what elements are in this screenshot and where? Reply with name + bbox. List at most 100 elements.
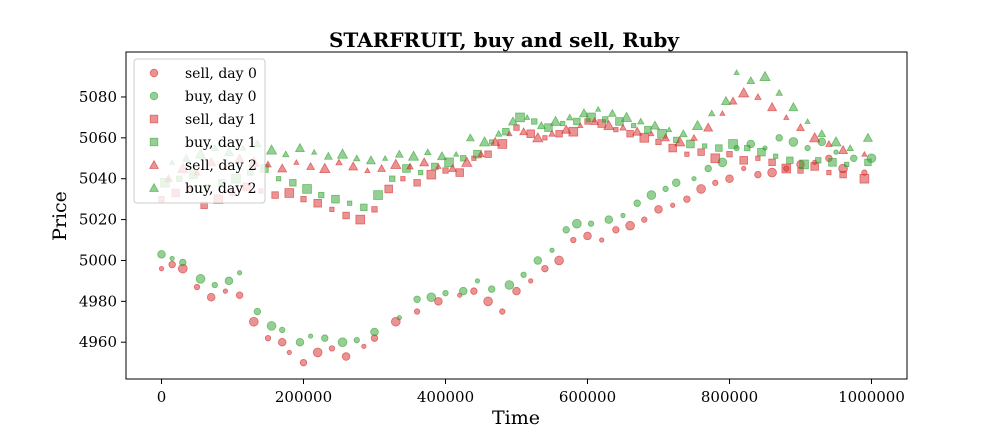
data-point-sell-square <box>810 162 819 171</box>
data-point-buy-circle <box>413 295 421 303</box>
data-point-sell-triangle <box>603 119 615 131</box>
data-point-sell-triangle <box>590 116 600 125</box>
y-tick-label: 5000 <box>79 251 117 269</box>
data-point-buy-square <box>702 143 708 149</box>
data-point-buy-circle <box>169 255 175 262</box>
data-point-sell-triangle <box>719 109 726 116</box>
data-point-sell-circle <box>277 337 287 347</box>
data-point-buy-triangle <box>862 132 874 142</box>
data-point-buy-square <box>373 190 383 200</box>
data-point-sell-triangle <box>335 158 343 166</box>
data-point-sell-triangle <box>277 163 288 173</box>
data-point-sell-circle <box>470 287 478 295</box>
legend-label: sell, day 0 <box>185 66 257 82</box>
data-point-buy-triangle <box>678 129 688 138</box>
data-point-buy-square <box>844 161 850 168</box>
data-point-sell-triangle <box>364 167 371 173</box>
data-point-buy-circle <box>157 250 166 259</box>
data-point-buy-square <box>715 144 723 152</box>
y-axis-label: Price <box>49 191 71 241</box>
data-point-sell-triangle <box>419 157 430 167</box>
data-point-sell-circle <box>670 202 676 208</box>
data-point-buy-circle <box>474 278 481 284</box>
data-point-buy-triangle <box>407 150 420 161</box>
x-tick-label: 400000 <box>417 388 474 406</box>
data-point-sell-circle <box>483 296 493 307</box>
data-point-buy-square <box>573 117 581 126</box>
data-point-sell-triangle <box>461 156 473 167</box>
data-point-buy-triangle <box>265 144 278 155</box>
data-point-sell-square <box>355 214 366 225</box>
data-point-buy-triangle <box>281 150 290 158</box>
data-point-sell-triangle <box>264 160 272 168</box>
data-point-sell-circle <box>413 308 421 315</box>
data-point-sell-square <box>781 163 792 174</box>
data-point-buy-square <box>586 112 596 123</box>
data-point-sell-circle <box>499 308 506 315</box>
data-point-buy-circle <box>562 226 570 234</box>
data-point-buy-circle <box>850 154 858 162</box>
data-point-sell-circle <box>341 352 351 361</box>
data-point-buy-square <box>289 179 297 187</box>
data-point-buy-circle <box>620 212 626 219</box>
data-point-sell-triangle <box>619 123 627 131</box>
data-point-buy-triangle <box>549 115 562 126</box>
legend-label: sell, day 2 <box>185 158 257 174</box>
data-point-sell-triangle <box>861 150 868 157</box>
data-point-sell-circle <box>193 283 201 291</box>
data-point-buy-square <box>602 116 609 123</box>
data-point-buy-square <box>864 158 872 167</box>
data-point-sell-circle <box>206 292 216 302</box>
data-point-buy-square <box>773 153 779 159</box>
data-point-buy-square <box>318 191 325 199</box>
data-point-buy-square <box>657 128 667 139</box>
data-point-buy-circle <box>504 280 515 290</box>
data-point-buy-triangle <box>846 144 855 151</box>
data-point-buy-triangle <box>310 148 318 155</box>
data-point-buy-triangle <box>607 108 617 117</box>
data-point-sell-square <box>484 150 492 158</box>
data-point-buy-circle <box>370 327 379 337</box>
data-point-sell-circle <box>741 165 747 172</box>
data-point-sell-square <box>613 127 619 133</box>
data-point-sell-triangle <box>808 131 821 143</box>
data-point-buy-circle <box>672 178 681 188</box>
data-point-sell-circle <box>612 226 620 234</box>
x-tick-label: 1000000 <box>838 388 905 406</box>
y-tick-label: 5020 <box>79 211 117 229</box>
data-point-sell-triangle <box>293 159 300 165</box>
data-point-buy-square <box>531 118 538 125</box>
data-point-sell-square <box>313 198 322 208</box>
data-point-buy-triangle <box>365 155 377 165</box>
data-point-buy-circle <box>533 256 543 265</box>
legend-items: sell, day 0 buy, day 0 sell, day 1 buy, day… <box>148 66 257 197</box>
data-point-sell-square <box>413 179 421 187</box>
data-point-buy-square <box>302 184 312 194</box>
data-point-sell-circle <box>541 264 549 273</box>
data-point-buy-triangle <box>478 136 491 147</box>
data-point-sell-triangle <box>490 136 501 146</box>
data-point-buy-square <box>444 157 454 168</box>
y-tick-label: 5080 <box>79 88 117 106</box>
data-point-sell-triangle <box>737 86 750 98</box>
data-point-buy-square <box>276 176 282 182</box>
data-point-buy-triangle <box>746 75 756 85</box>
legend-label: buy, day 1 <box>185 135 257 151</box>
data-point-sell-square <box>271 191 279 199</box>
data-point-sell-triangle <box>548 129 556 137</box>
data-point-sell-triangle <box>690 133 698 141</box>
data-point-sell-triangle <box>661 133 671 142</box>
data-point-buy-triangle <box>594 105 602 112</box>
data-point-buy-circle <box>279 326 286 334</box>
data-point-buy-triangle <box>452 150 460 157</box>
data-point-sell-square <box>284 188 295 198</box>
data-point-buy-triangle <box>494 129 503 137</box>
legend-box <box>133 58 266 204</box>
data-point-sell-triangle <box>390 158 402 169</box>
legend-marker-buy-square <box>149 137 159 147</box>
data-point-sell-circle <box>554 255 564 266</box>
x-tick-label: 600000 <box>559 388 616 406</box>
data-point-sell-square <box>626 130 634 138</box>
data-point-sell-square <box>684 151 690 157</box>
data-point-buy-circle <box>224 276 234 286</box>
